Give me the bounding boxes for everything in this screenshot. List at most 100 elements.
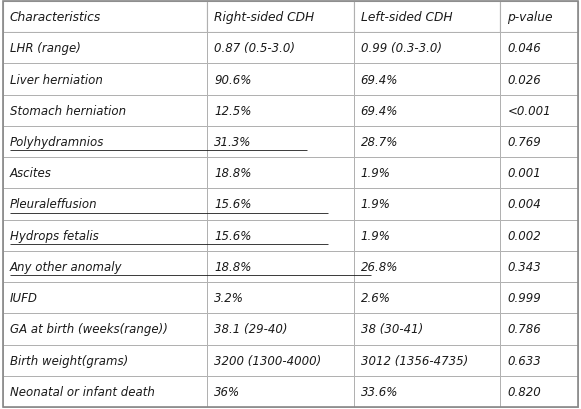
Text: 28.7%: 28.7% bbox=[361, 136, 398, 149]
Text: Hydrops fetalis: Hydrops fetalis bbox=[10, 229, 99, 242]
Text: 31.3%: 31.3% bbox=[214, 136, 252, 149]
Bar bbox=[207, 189, 354, 220]
Text: 12.5%: 12.5% bbox=[214, 105, 252, 117]
Bar bbox=[3, 33, 207, 64]
Bar bbox=[500, 127, 578, 158]
Text: 0.786: 0.786 bbox=[507, 323, 541, 335]
Bar bbox=[500, 189, 578, 220]
Bar bbox=[354, 2, 500, 33]
Bar bbox=[3, 158, 207, 189]
Bar bbox=[500, 2, 578, 33]
Bar bbox=[3, 2, 207, 33]
Bar bbox=[500, 33, 578, 64]
Bar bbox=[207, 345, 354, 376]
Text: 0.026: 0.026 bbox=[507, 74, 541, 86]
Bar bbox=[3, 220, 207, 251]
Text: 3.2%: 3.2% bbox=[214, 292, 244, 304]
Bar bbox=[500, 95, 578, 127]
Text: 0.046: 0.046 bbox=[507, 42, 541, 55]
Text: 0.633: 0.633 bbox=[507, 354, 541, 367]
Bar bbox=[354, 251, 500, 282]
Text: 15.6%: 15.6% bbox=[214, 198, 252, 211]
Bar bbox=[354, 158, 500, 189]
Bar bbox=[3, 345, 207, 376]
Text: Any other anomaly: Any other anomaly bbox=[10, 260, 123, 273]
Bar bbox=[207, 33, 354, 64]
Bar bbox=[500, 220, 578, 251]
Text: 0.002: 0.002 bbox=[507, 229, 541, 242]
Text: 26.8%: 26.8% bbox=[361, 260, 398, 273]
Text: Left-sided CDH: Left-sided CDH bbox=[361, 11, 453, 24]
Bar bbox=[207, 64, 354, 95]
Text: 0.001: 0.001 bbox=[507, 167, 541, 180]
Text: 36%: 36% bbox=[214, 385, 240, 398]
Text: 0.99 (0.3-3.0): 0.99 (0.3-3.0) bbox=[361, 42, 442, 55]
Text: 15.6%: 15.6% bbox=[214, 229, 252, 242]
Bar bbox=[354, 314, 500, 345]
Bar bbox=[354, 33, 500, 64]
Text: 0.004: 0.004 bbox=[507, 198, 541, 211]
Bar bbox=[354, 376, 500, 407]
Bar bbox=[500, 158, 578, 189]
Text: 38 (30-41): 38 (30-41) bbox=[361, 323, 423, 335]
Text: 1.9%: 1.9% bbox=[361, 167, 390, 180]
Text: <0.001: <0.001 bbox=[507, 105, 551, 117]
Bar bbox=[207, 220, 354, 251]
Bar bbox=[3, 95, 207, 127]
Bar bbox=[500, 64, 578, 95]
Bar bbox=[3, 127, 207, 158]
Bar bbox=[3, 314, 207, 345]
Bar bbox=[207, 376, 354, 407]
Bar bbox=[354, 189, 500, 220]
Text: 1.9%: 1.9% bbox=[361, 198, 390, 211]
Text: IUFD: IUFD bbox=[10, 292, 38, 304]
Bar bbox=[207, 95, 354, 127]
Bar bbox=[207, 282, 354, 314]
Text: 0.87 (0.5-3.0): 0.87 (0.5-3.0) bbox=[214, 42, 295, 55]
Bar bbox=[500, 251, 578, 282]
Bar bbox=[354, 64, 500, 95]
Text: 69.4%: 69.4% bbox=[361, 105, 398, 117]
Bar bbox=[207, 314, 354, 345]
Text: 38.1 (29-40): 38.1 (29-40) bbox=[214, 323, 288, 335]
Text: Liver herniation: Liver herniation bbox=[10, 74, 103, 86]
Text: p-value: p-value bbox=[507, 11, 553, 24]
Text: Stomach herniation: Stomach herniation bbox=[10, 105, 126, 117]
Text: 0.343: 0.343 bbox=[507, 260, 541, 273]
Bar bbox=[207, 127, 354, 158]
Text: 0.820: 0.820 bbox=[507, 385, 541, 398]
Text: Neonatal or infant death: Neonatal or infant death bbox=[10, 385, 155, 398]
Text: 0.999: 0.999 bbox=[507, 292, 541, 304]
Text: LHR (range): LHR (range) bbox=[10, 42, 81, 55]
Text: Birth weight(grams): Birth weight(grams) bbox=[10, 354, 128, 367]
Text: Characteristics: Characteristics bbox=[10, 11, 101, 24]
Text: Ascites: Ascites bbox=[10, 167, 52, 180]
Bar bbox=[354, 282, 500, 314]
Bar bbox=[500, 282, 578, 314]
Text: 18.8%: 18.8% bbox=[214, 167, 252, 180]
Text: Pleuraleffusion: Pleuraleffusion bbox=[10, 198, 98, 211]
Text: Right-sided CDH: Right-sided CDH bbox=[214, 11, 314, 24]
Bar bbox=[207, 158, 354, 189]
Bar bbox=[3, 251, 207, 282]
Bar bbox=[500, 314, 578, 345]
Bar bbox=[354, 95, 500, 127]
Bar bbox=[207, 2, 354, 33]
Text: 3012 (1356-4735): 3012 (1356-4735) bbox=[361, 354, 468, 367]
Bar bbox=[354, 220, 500, 251]
Text: 90.6%: 90.6% bbox=[214, 74, 252, 86]
Text: 0.769: 0.769 bbox=[507, 136, 541, 149]
Text: 1.9%: 1.9% bbox=[361, 229, 390, 242]
Bar bbox=[3, 189, 207, 220]
Bar bbox=[3, 376, 207, 407]
Text: 69.4%: 69.4% bbox=[361, 74, 398, 86]
Bar bbox=[207, 251, 354, 282]
Text: Polyhydramnios: Polyhydramnios bbox=[10, 136, 104, 149]
Text: 18.8%: 18.8% bbox=[214, 260, 252, 273]
Text: GA at birth (weeks(range)): GA at birth (weeks(range)) bbox=[10, 323, 168, 335]
Bar bbox=[500, 376, 578, 407]
Bar bbox=[354, 345, 500, 376]
Bar bbox=[500, 345, 578, 376]
Text: 3200 (1300-4000): 3200 (1300-4000) bbox=[214, 354, 321, 367]
Bar bbox=[3, 282, 207, 314]
